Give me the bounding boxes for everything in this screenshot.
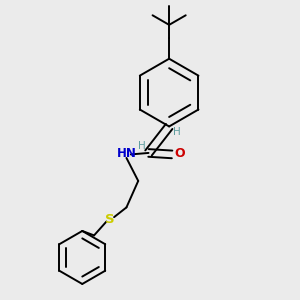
Text: H: H (138, 142, 146, 152)
Text: H: H (172, 127, 180, 137)
Text: O: O (174, 147, 185, 160)
Text: S: S (105, 213, 115, 226)
Text: HN: HN (116, 147, 136, 160)
